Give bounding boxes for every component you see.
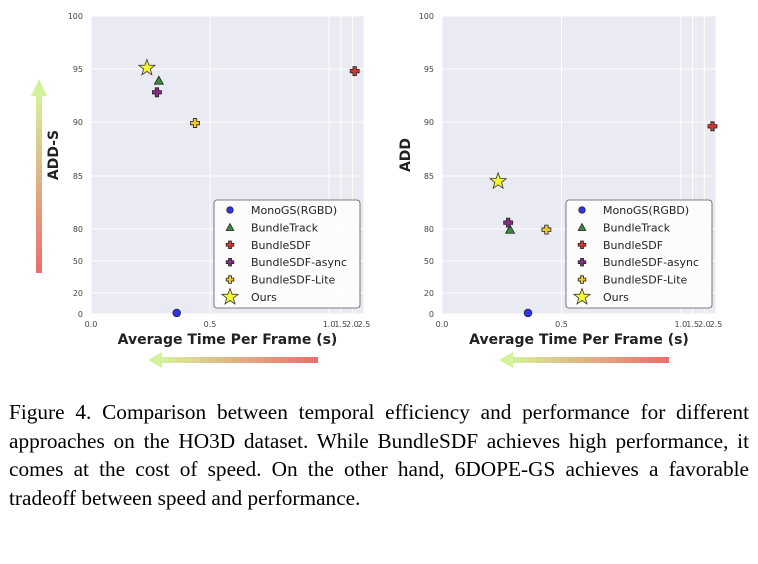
legend-marker-icon bbox=[577, 275, 587, 284]
legend-marker-icon bbox=[577, 257, 587, 267]
performance-arrow-shaft bbox=[36, 95, 42, 273]
chart-add: 100 95 90 85 80 50 20 00.0 0.5 1.01.52.02.5 ADD Ave… bbox=[398, 12, 722, 368]
legend-marker-icon bbox=[577, 240, 587, 250]
y-tick-label: 0 bbox=[78, 310, 83, 319]
y-axis-label: ADD-S bbox=[46, 130, 62, 180]
y-tick-label: 85 bbox=[73, 172, 83, 181]
x-tick-label: 0.0 bbox=[85, 320, 98, 329]
data-point-monogs-rgbd- bbox=[172, 308, 181, 318]
y-tick-label: 50 bbox=[73, 257, 83, 266]
figure-caption: Figure 4. Comparison between temporal ef… bbox=[9, 400, 749, 510]
legend: MonoGS(RGBD) BundleTrack BundleSDF BundleSD… bbox=[213, 199, 361, 309]
legend-label: BundleSDF-async bbox=[603, 256, 699, 269]
x-tick-label: 2.5 bbox=[710, 320, 723, 329]
x-tick-label: 1.0 bbox=[675, 320, 688, 329]
legend-marker-icon bbox=[225, 257, 235, 267]
legend-marker-icon bbox=[572, 287, 592, 305]
legend-label: BundleSDF bbox=[603, 239, 663, 252]
legend-box bbox=[565, 199, 713, 309]
x-tick-label: 0.0 bbox=[436, 320, 449, 329]
data-point-bundlesdf-lite bbox=[541, 224, 552, 235]
x-tick-label: 1.5 bbox=[686, 320, 699, 329]
y-axis-label: ADD bbox=[398, 138, 414, 172]
legend-label: MonoGS(RGBD) bbox=[603, 204, 689, 217]
data-point-bundletrack bbox=[504, 224, 516, 234]
x-tick-label: 1.0 bbox=[323, 320, 336, 329]
chart-add-s: 100 95 90 85 80 50 20 00.0 0.5 1.01.52.02.5 ADD-S A… bbox=[31, 12, 370, 368]
data-point-bundlesdf bbox=[349, 66, 360, 77]
x-axis-label: Average Time Per Frame (s) bbox=[118, 332, 338, 348]
legend-label: BundleSDF-Lite bbox=[251, 274, 336, 287]
legend-label: BundleTrack bbox=[603, 221, 671, 234]
y-tick-label: 20 bbox=[424, 289, 434, 298]
legend-label: BundleTrack bbox=[251, 221, 319, 234]
y-tick-label: 50 bbox=[424, 257, 434, 266]
data-point-bundlesdf-async bbox=[152, 87, 162, 98]
y-tick-label: 80 bbox=[424, 225, 434, 234]
y-tick-label: 95 bbox=[424, 65, 434, 74]
speed-arrow-head bbox=[499, 352, 513, 368]
legend-label: Ours bbox=[603, 291, 629, 304]
y-tick-label: 90 bbox=[73, 118, 83, 127]
speed-arrow-shaft bbox=[511, 357, 669, 363]
x-tick-label: 1.5 bbox=[334, 320, 347, 329]
x-tick-label: 2.0 bbox=[698, 320, 711, 329]
y-tick-label: 20 bbox=[73, 289, 83, 298]
speed-arrow-shaft bbox=[160, 357, 318, 363]
legend-label: BundleSDF bbox=[251, 239, 311, 252]
y-tick-label: 0 bbox=[429, 310, 434, 319]
data-point-bundlesdf-async bbox=[503, 217, 514, 228]
data-point-monogs-rgbd- bbox=[523, 308, 533, 318]
y-tick-label: 90 bbox=[424, 118, 434, 127]
legend-label: BundleSDF-Lite bbox=[603, 274, 688, 287]
legend-marker-icon bbox=[225, 275, 235, 284]
legend-marker-icon bbox=[577, 222, 587, 231]
legend-box bbox=[213, 199, 361, 309]
data-point-bundlesdf-lite bbox=[190, 118, 200, 128]
y-tick-label: 80 bbox=[73, 225, 83, 234]
x-tick-label: 2.0 bbox=[346, 320, 359, 329]
x-tick-label: 0.5 bbox=[204, 320, 217, 329]
y-tick-label: 100 bbox=[68, 12, 83, 21]
data-point-ours bbox=[137, 58, 157, 76]
legend-marker-icon bbox=[225, 222, 235, 231]
data-point-ours bbox=[488, 171, 508, 190]
performance-arrow-head bbox=[31, 79, 47, 96]
x-tick-label: 2.5 bbox=[358, 320, 371, 329]
x-axis-label: Average Time Per Frame (s) bbox=[469, 332, 689, 348]
speed-arrow-head bbox=[148, 352, 162, 368]
legend-label: Ours bbox=[251, 291, 277, 304]
legend-marker-icon bbox=[220, 287, 240, 305]
legend-marker-icon bbox=[225, 240, 235, 250]
legend-label: MonoGS(RGBD) bbox=[251, 204, 337, 217]
data-point-bundlesdf bbox=[707, 121, 718, 132]
legend: MonoGS(RGBD) BundleTrack BundleSDF BundleSD… bbox=[565, 199, 713, 309]
x-tick-label: 0.5 bbox=[555, 320, 568, 329]
legend-marker-icon bbox=[578, 206, 586, 214]
y-tick-label: 100 bbox=[419, 12, 434, 21]
y-tick-label: 95 bbox=[73, 65, 83, 74]
y-tick-label: 85 bbox=[424, 172, 434, 181]
legend-label: BundleSDF-async bbox=[251, 256, 347, 269]
data-point-bundletrack bbox=[153, 75, 165, 85]
legend-marker-icon bbox=[226, 206, 234, 214]
